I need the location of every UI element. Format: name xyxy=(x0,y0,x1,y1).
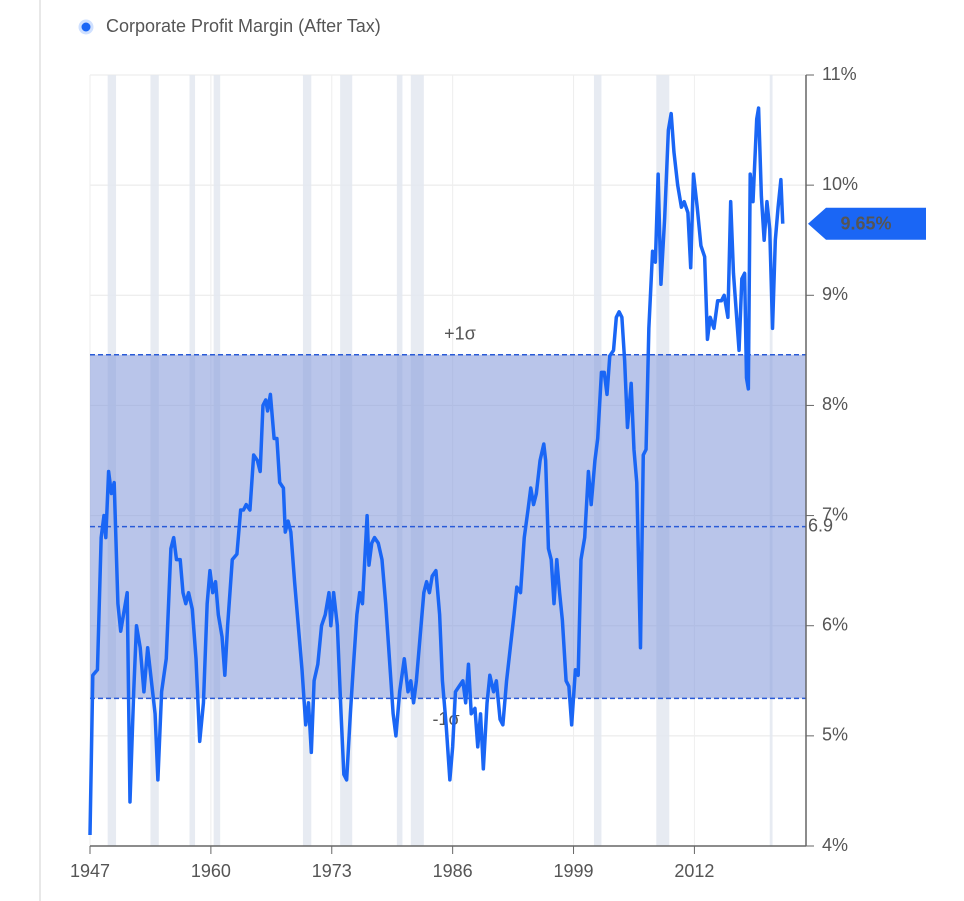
x-tick-label: 1960 xyxy=(191,861,231,881)
reference-label: 6.9 xyxy=(808,515,833,535)
y-tick-label: 7% xyxy=(822,504,848,524)
reference-label: +1σ xyxy=(444,324,476,344)
last-value-callout xyxy=(808,207,926,240)
y-tick-label: 10% xyxy=(822,174,858,194)
x-tick-label: 1986 xyxy=(433,861,473,881)
legend-marker xyxy=(78,19,94,35)
y-tick-label: 5% xyxy=(822,725,848,745)
legend-label: Corporate Profit Margin (After Tax) xyxy=(106,16,381,36)
x-tick-label: 1999 xyxy=(554,861,594,881)
y-tick-label: 11% xyxy=(822,64,857,84)
y-tick-label: 6% xyxy=(822,614,848,634)
y-tick-label: 4% xyxy=(822,835,848,855)
x-tick-label: 1947 xyxy=(70,861,110,881)
y-tick-label: 9% xyxy=(822,284,848,304)
data-line xyxy=(88,106,785,836)
last-value-label: 9.65% xyxy=(840,213,891,233)
x-tick-label: 2012 xyxy=(674,861,714,881)
y-tick-label: 8% xyxy=(822,394,848,414)
x-tick-label: 1973 xyxy=(312,861,352,881)
